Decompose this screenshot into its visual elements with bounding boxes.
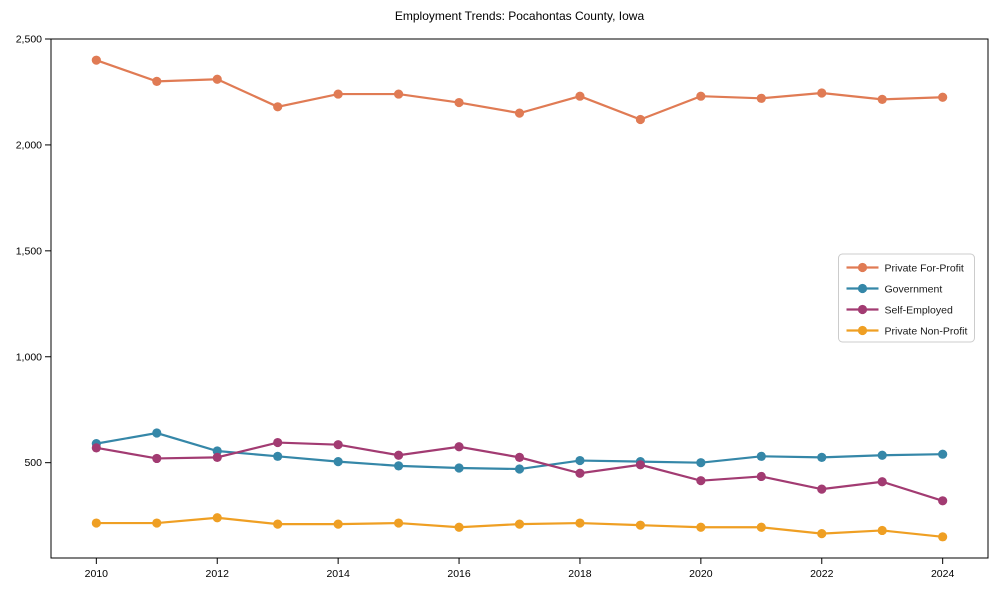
series-government xyxy=(91,428,948,474)
data-point-government-2011 xyxy=(152,428,162,438)
legend-label-government: Government xyxy=(885,283,943,295)
data-point-private-non-profit-2012 xyxy=(212,513,222,523)
data-point-private-non-profit-2010 xyxy=(91,518,101,528)
data-point-self-employed-2024 xyxy=(938,496,948,506)
data-point-private-for-profit-2011 xyxy=(152,76,162,86)
series-line-government xyxy=(96,431,943,471)
data-point-private-non-profit-2016 xyxy=(454,522,464,532)
data-point-private-non-profit-2017 xyxy=(514,519,525,529)
data-point-private-for-profit-2014 xyxy=(333,89,343,99)
data-point-private-for-profit-2023 xyxy=(877,94,887,104)
y-tick-label: 1,000 xyxy=(16,351,42,363)
data-point-self-employed-2022 xyxy=(817,484,827,494)
legend-label-self-employed: Self-Employed xyxy=(885,304,953,316)
data-point-private-non-profit-2018 xyxy=(575,518,585,528)
legend-marker-private-for-profit xyxy=(857,262,868,273)
x-tick-label: 2012 xyxy=(206,568,230,580)
x-tick-label: 2024 xyxy=(931,568,955,580)
data-point-private-for-profit-2017 xyxy=(514,108,525,118)
data-point-private-non-profit-2015 xyxy=(393,518,404,528)
data-point-self-employed-2012 xyxy=(212,452,222,462)
data-point-government-2017 xyxy=(514,464,525,474)
x-tick-label: 2018 xyxy=(568,568,592,580)
x-tick-label: 2014 xyxy=(326,568,350,580)
legend-label-private-non-profit: Private Non-Profit xyxy=(885,325,968,337)
data-point-self-employed-2016 xyxy=(454,442,464,452)
y-tick-label: 1,500 xyxy=(16,245,42,257)
data-point-private-for-profit-2020 xyxy=(696,91,706,101)
data-point-self-employed-2013 xyxy=(273,437,283,448)
data-point-private-for-profit-2018 xyxy=(575,91,585,101)
data-point-private-for-profit-2010 xyxy=(91,55,101,65)
data-point-self-employed-2020 xyxy=(696,476,706,486)
data-point-private-for-profit-2015 xyxy=(393,89,404,99)
data-point-self-employed-2017 xyxy=(514,452,525,462)
x-tick-label: 2020 xyxy=(689,568,713,580)
data-point-self-employed-2014 xyxy=(333,440,343,450)
data-point-government-2023 xyxy=(877,450,887,460)
data-point-government-2020 xyxy=(696,458,706,468)
data-point-self-employed-2021 xyxy=(756,471,766,482)
chart-title: Employment Trends: Pocahontas County, Io… xyxy=(394,9,645,23)
data-point-private-non-profit-2019 xyxy=(635,520,646,530)
data-point-government-2021 xyxy=(756,451,766,461)
legend-box xyxy=(838,253,975,343)
series-private-non-profit xyxy=(91,513,948,542)
data-point-private-non-profit-2014 xyxy=(333,519,343,529)
plot-border xyxy=(50,38,989,559)
data-point-private-non-profit-2023 xyxy=(877,525,887,536)
data-point-private-for-profit-2013 xyxy=(273,102,283,112)
data-point-private-non-profit-2020 xyxy=(696,522,706,532)
data-point-private-for-profit-2016 xyxy=(454,97,464,108)
x-tick-label: 2016 xyxy=(447,568,471,580)
data-point-private-non-profit-2013 xyxy=(273,519,283,529)
legend-marker-government xyxy=(857,283,868,294)
data-point-government-2013 xyxy=(273,451,283,461)
data-point-private-non-profit-2022 xyxy=(817,529,827,539)
data-point-government-2022 xyxy=(817,452,827,462)
data-point-government-2024 xyxy=(938,449,948,459)
series-private-for-profit xyxy=(91,55,948,125)
data-point-government-2016 xyxy=(454,463,464,473)
y-tick-label: 2,000 xyxy=(16,139,42,151)
data-point-private-for-profit-2022 xyxy=(817,88,827,98)
data-point-self-employed-2018 xyxy=(575,468,585,478)
legend xyxy=(838,253,975,343)
x-tick-label: 2010 xyxy=(85,568,109,580)
data-point-private-for-profit-2021 xyxy=(756,93,766,103)
data-point-self-employed-2010 xyxy=(91,443,101,453)
data-point-government-2014 xyxy=(333,457,343,467)
data-point-private-for-profit-2012 xyxy=(212,74,222,84)
y-tick-label: 2,500 xyxy=(16,34,42,46)
data-point-self-employed-2011 xyxy=(152,453,162,464)
data-point-self-employed-2023 xyxy=(877,477,887,487)
data-point-private-for-profit-2024 xyxy=(938,92,948,102)
data-point-government-2015 xyxy=(393,461,404,471)
data-point-private-non-profit-2024 xyxy=(938,532,948,542)
legend-label-private-for-profit: Private For-Profit xyxy=(885,262,964,274)
data-point-private-non-profit-2011 xyxy=(152,518,162,528)
series-self-employed xyxy=(91,437,948,506)
y-tick-label: 500 xyxy=(24,457,42,469)
x-tick-label: 2022 xyxy=(810,568,834,580)
legend-marker-private-non-profit xyxy=(857,325,868,336)
data-point-self-employed-2015 xyxy=(393,450,404,460)
data-point-private-for-profit-2019 xyxy=(635,114,646,125)
legend-marker-self-employed xyxy=(857,304,868,315)
data-point-private-non-profit-2021 xyxy=(756,522,766,532)
data-point-self-employed-2019 xyxy=(635,460,646,470)
data-point-government-2012 xyxy=(212,446,222,456)
data-point-government-2018 xyxy=(575,455,585,466)
